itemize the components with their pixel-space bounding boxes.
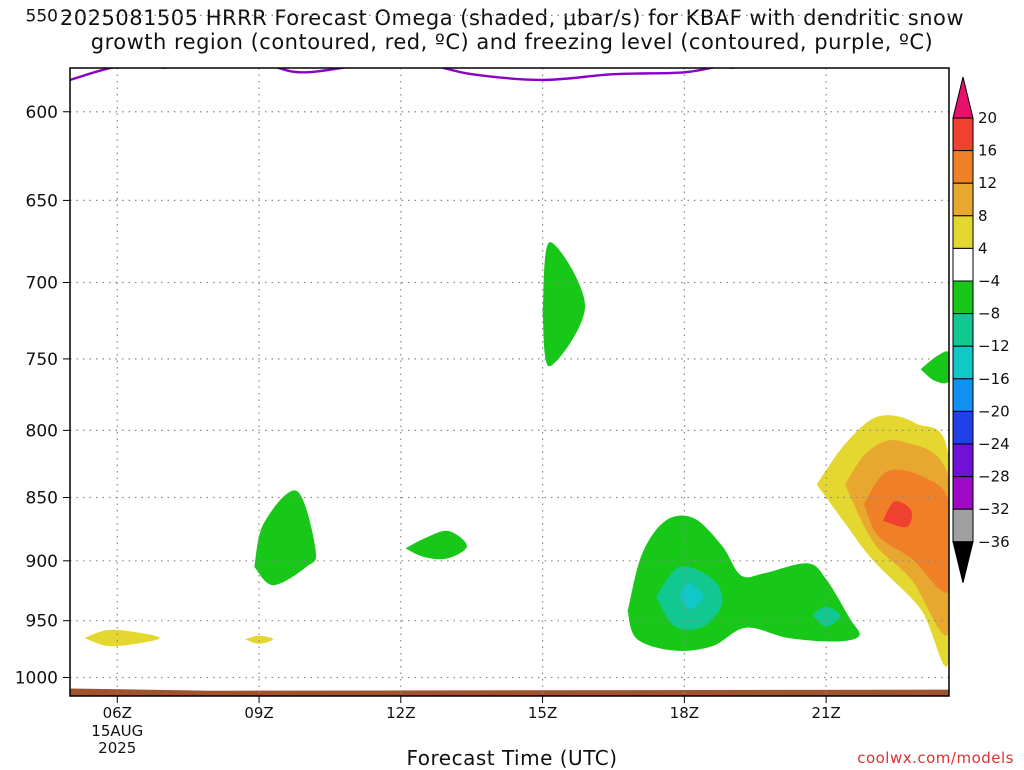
y-tick-label-550: 550 (26, 6, 58, 26)
chart-title-line-2: growth region (contoured, red, ºC) and f… (90, 30, 934, 54)
colorbar-label-3: 12 (978, 174, 997, 192)
chart-title: 2025081505 HRRR Forecast Omega (shaded, … (0, 6, 1024, 54)
omega-shaded-layer (84, 242, 949, 667)
contour-label-bg (392, 68, 409, 69)
colorbar-segment-8 (952, 345, 974, 380)
omega-region-15 (882, 501, 912, 528)
colorbar-segment-7 (952, 313, 974, 347)
colorbar-segment-2 (952, 150, 974, 184)
colorbar-label-4: 8 (978, 207, 988, 225)
x-tick-sublabel-1: 15AUG (91, 722, 143, 740)
ground-surface (70, 688, 949, 696)
colorbar-label-1: 20 (978, 109, 997, 127)
contour-label-3-1: 0 (160, 58, 168, 72)
y-tick-label-700: 700 (26, 273, 58, 293)
contour-label-3-3: 0 (727, 58, 735, 72)
y-tick-label-650: 650 (26, 191, 58, 211)
omega-region-5 (627, 515, 860, 651)
omega-region-9 (920, 351, 949, 384)
pressure-axis: 2503003504004505005506006507007508008509… (15, 6, 70, 689)
colorbar-label-2: 16 (978, 142, 997, 160)
omega-region-4 (405, 530, 467, 560)
credit-text: coolwx.com/models (857, 749, 1014, 767)
y-tick-label-800: 800 (26, 421, 58, 441)
colorbar-segment-12 (952, 476, 974, 510)
omega-region-3 (254, 490, 317, 586)
colorbar-label-11: −24 (978, 435, 1010, 453)
contour-label-bg (723, 68, 740, 73)
y-tick-label-900: 900 (26, 552, 58, 572)
x-tick-label-12Z: 12Z (386, 704, 415, 722)
colorbar-segment-11 (952, 443, 974, 478)
colorbar-label-13: −32 (978, 500, 1010, 518)
omega-region-11 (244, 635, 274, 644)
y-tick-label-1000: 1000 (15, 669, 58, 689)
ground-layer (70, 688, 949, 696)
plot-frame (69, 67, 950, 697)
colorbar-segment-3 (952, 182, 974, 217)
colorbar-segment-13 (952, 508, 974, 543)
omega-region-2 (542, 242, 586, 367)
contour-label-3-2: 0 (397, 54, 405, 68)
colorbar-label-14: −36 (978, 533, 1010, 551)
colorbar-segment-5 (952, 247, 974, 282)
omega-region-8 (812, 606, 841, 627)
colorbar-label-6: −4 (978, 272, 1000, 290)
y-tick-label-600: 600 (26, 103, 58, 123)
colorbar-label-12: −28 (978, 468, 1010, 486)
colorbar-top-arrow (952, 76, 974, 119)
x-tick-label-18Z: 18Z (670, 704, 699, 722)
colorbar-label-7: −8 (978, 305, 1000, 323)
y-tick-label-750: 750 (26, 350, 58, 370)
x-axis-label: Forecast Time (UTC) (406, 746, 618, 770)
colorbar-segment-4 (952, 215, 974, 249)
colorbar-segment-6 (952, 280, 974, 315)
colorbar-bottom-arrow (952, 541, 974, 583)
colorbar-segment-10 (952, 410, 974, 445)
chart-title-line-1: 2025081505 HRRR Forecast Omega (shaded, … (59, 6, 965, 30)
x-tick-label-09Z: 09Z (244, 704, 273, 722)
x-tick-label-06Z: 06Z (103, 704, 132, 722)
grid-layer (70, 14, 949, 696)
contour-line-3 (70, 68, 717, 82)
colorbar-label-9: −16 (978, 370, 1010, 388)
colorbar-segment-9 (952, 378, 974, 412)
x-tick-sublabel-2: 2025 (98, 739, 136, 757)
y-tick-label-850: 850 (26, 489, 58, 509)
omega-region-14 (863, 469, 949, 593)
x-tick-label-15Z: 15Z (528, 704, 557, 722)
y-tick-label-950: 950 (26, 612, 58, 632)
contour-label-bg (156, 68, 173, 73)
colorbar-label-8: −12 (978, 337, 1010, 355)
omega-region-7 (679, 582, 704, 610)
colorbar-label-10: −20 (978, 402, 1010, 420)
colorbar-segment-1 (952, 117, 974, 152)
omega-colorbar: 20 16 12 8 4 −4 −8 −12 −16 −20 −24 −28 −32 −36 (952, 76, 1010, 583)
colorbar-label-5: 4 (978, 239, 988, 257)
x-tick-label-21Z: 21Z (811, 704, 840, 722)
omega-region-10 (84, 629, 160, 647)
